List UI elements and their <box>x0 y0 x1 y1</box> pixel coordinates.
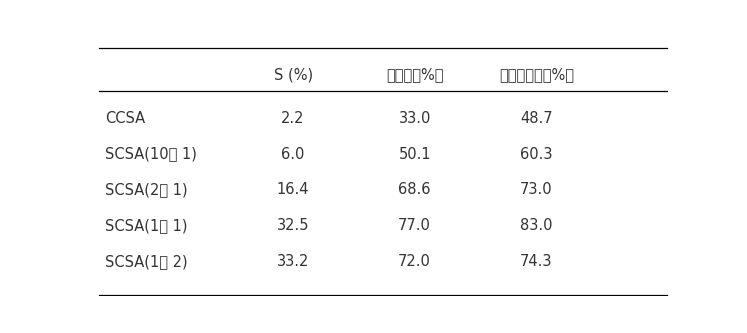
Text: 酯化率（%）: 酯化率（%） <box>386 67 444 82</box>
Text: 还原糖得率（%）: 还原糖得率（%） <box>499 67 574 82</box>
Text: 33.0: 33.0 <box>398 111 431 126</box>
Text: CCSA: CCSA <box>105 111 145 126</box>
Text: 83.0: 83.0 <box>520 218 553 233</box>
Text: 77.0: 77.0 <box>398 218 431 233</box>
Text: 50.1: 50.1 <box>398 147 431 162</box>
Text: SCSA(2： 1): SCSA(2： 1) <box>105 182 187 197</box>
Text: 72.0: 72.0 <box>398 254 431 269</box>
Text: 16.4: 16.4 <box>277 182 309 197</box>
Text: 60.3: 60.3 <box>520 147 553 162</box>
Text: 6.0: 6.0 <box>282 147 305 162</box>
Text: 73.0: 73.0 <box>520 182 553 197</box>
Text: SCSA(1： 2): SCSA(1： 2) <box>105 254 187 269</box>
Text: 68.6: 68.6 <box>398 182 431 197</box>
Text: 33.2: 33.2 <box>277 254 309 269</box>
Text: 74.3: 74.3 <box>520 254 553 269</box>
Text: SCSA(10： 1): SCSA(10： 1) <box>105 147 196 162</box>
Text: SCSA(1： 1): SCSA(1： 1) <box>105 218 187 233</box>
Text: 2.2: 2.2 <box>282 111 305 126</box>
Text: 32.5: 32.5 <box>277 218 309 233</box>
Text: S (%): S (%) <box>273 67 313 82</box>
Text: 48.7: 48.7 <box>520 111 553 126</box>
